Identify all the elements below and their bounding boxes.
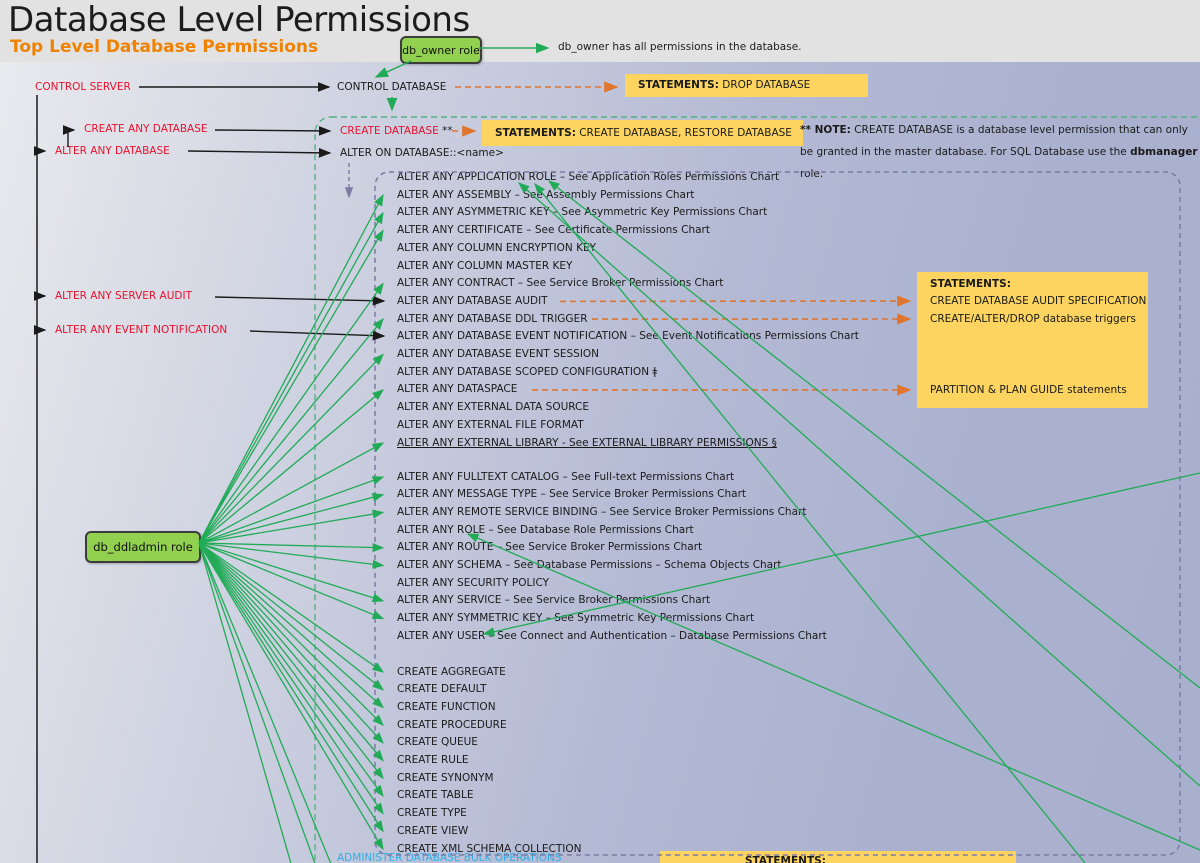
db-owner-note: db_owner has all permissions in the data… <box>558 41 802 53</box>
db-ddladmin-role-label: db_ddladmin role <box>93 540 193 554</box>
node-alter-any-event-notification: ALTER ANY EVENT NOTIFICATION <box>55 324 228 336</box>
node-alter-any-database: ALTER ANY DATABASE <box>55 145 170 157</box>
permission-item: CREATE VIEW <box>397 824 469 837</box>
permission-item: CREATE PROCEDURE <box>397 718 507 731</box>
statements-line: PARTITION & PLAN GUIDE statements <box>930 384 1127 396</box>
db-owner-role-label: db_owner role <box>402 43 480 57</box>
permission-item: ALTER ANY DATABASE SCOPED CONFIGURATION … <box>397 365 658 378</box>
note-tail: role. <box>800 168 824 180</box>
statements-line: CREATE/ALTER/DROP database triggers <box>930 313 1136 325</box>
permission-item: CREATE SYNONYM <box>397 771 494 784</box>
permission-item: ALTER ANY EXTERNAL FILE FORMAT <box>397 418 584 431</box>
statements-title: STATEMENTS: <box>930 278 1011 290</box>
node-control-database: CONTROL DATABASE <box>337 81 447 93</box>
permission-item: ALTER ANY REMOTE SERVICE BINDING – See S… <box>397 505 807 518</box>
statements-title: STATEMENTS: <box>638 79 719 91</box>
permission-item: CREATE DEFAULT <box>397 683 487 696</box>
statements-box-audit: STATEMENTS: CREATE DATABASE AUDIT SPECIF… <box>917 272 1148 408</box>
node-alter-on-database: ALTER ON DATABASE::<name> <box>340 147 504 159</box>
permission-item: ALTER ANY SCHEMA – See Database Permissi… <box>397 559 782 571</box>
statements-box-drop-database: STATEMENTS: DROP DATABASE <box>625 74 868 97</box>
permission-item: ALTER ANY DATABASE DDL TRIGGER <box>397 312 588 325</box>
permission-item: ALTER ANY CERTIFICATE – See Certificate … <box>397 224 710 237</box>
permission-item: ALTER ANY ASSEMBLY – See Assembly Permis… <box>397 188 695 201</box>
permission-item: CREATE FUNCTION <box>397 700 496 713</box>
note-bold-dbmanager: dbmanager <box>1130 146 1198 158</box>
create-database-suffix: ** <box>438 125 453 137</box>
page-subtitle: Top Level Database Permissions <box>10 37 319 57</box>
permission-item: ALTER ANY SERVICE – See Service Broker P… <box>397 594 711 607</box>
permission-item: ALTER ANY ROLE – See Database Role Permi… <box>397 523 694 536</box>
permission-item: CREATE XML SCHEMA COLLECTION <box>397 842 582 855</box>
page-title: Database Level Permissions <box>8 0 470 40</box>
create-database-note: ** NOTE: CREATE DATABASE is a database l… <box>800 119 1200 185</box>
permission-item: ALTER ANY EXTERNAL LIBRARY - See EXTERNA… <box>397 436 777 449</box>
permission-item: ALTER ANY DATASPACE <box>397 383 518 396</box>
statements-title: STATEMENTS: <box>745 855 826 863</box>
permission-item: CREATE RULE <box>397 754 469 766</box>
statements-line: CREATE DATABASE AUDIT SPECIFICATION <box>930 295 1147 307</box>
create-database-label: CREATE DATABASE <box>340 125 439 137</box>
permission-item: ALTER ANY EXTERNAL DATA SOURCE <box>397 401 590 414</box>
statements-box-create-database: STATEMENTS: CREATE DATABASE, RESTORE DAT… <box>482 120 803 146</box>
permission-item: ALTER ANY CONTRACT – See Service Broker … <box>397 277 724 290</box>
statements-text: CREATE DATABASE, RESTORE DATABASE <box>575 127 792 139</box>
permission-item: ALTER ANY USER – See Connect and Authent… <box>397 629 827 642</box>
node-create-any-database: CREATE ANY DATABASE <box>84 123 208 135</box>
statements-title: STATEMENTS: <box>495 127 576 139</box>
permission-item: CREATE TYPE <box>397 807 467 820</box>
permission-item: ALTER ANY MESSAGE TYPE – See Service Bro… <box>397 488 746 501</box>
node-control-server: CONTROL SERVER <box>35 81 131 93</box>
note-bold: ** NOTE: <box>800 124 851 136</box>
db-ddladmin-role-node: db_ddladmin role <box>85 531 201 563</box>
permission-item: ALTER ANY ROUTE – See Service Broker Per… <box>397 541 703 554</box>
permission-item: CREATE QUEUE <box>397 736 478 749</box>
node-create-database: CREATE DATABASE ** <box>340 125 453 138</box>
permission-item: ALTER ANY DATABASE EVENT NOTIFICATION – … <box>397 330 859 343</box>
permission-item: ALTER ANY SECURITY POLICY <box>397 576 550 589</box>
permission-item: ALTER ANY FULLTEXT CATALOG – See Full-te… <box>397 470 735 483</box>
permission-item: CREATE TABLE <box>397 789 474 802</box>
db-owner-role-node: db_owner role <box>400 36 482 64</box>
permission-item: ALTER ANY ASYMMETRIC KEY – See Asymmetri… <box>397 206 768 219</box>
permission-item: ALTER ANY APPLICATION ROLE – See Applica… <box>397 171 780 183</box>
permission-item: ALTER ANY DATABASE EVENT SESSION <box>397 348 600 360</box>
permission-item: ALTER ANY COLUMN ENCRYPTION KEY <box>397 241 597 254</box>
permission-item: ALTER ANY SYMMETRIC KEY – See Symmetric … <box>397 612 755 625</box>
node-alter-any-server-audit: ALTER ANY SERVER AUDIT <box>55 290 192 302</box>
statements-box-bottom: STATEMENTS: <box>660 851 1016 863</box>
permission-item: CREATE AGGREGATE <box>397 665 506 678</box>
statements-text: DROP DATABASE <box>718 79 811 91</box>
permission-item: ALTER ANY COLUMN MASTER KEY <box>397 259 573 272</box>
permission-item: ALTER ANY DATABASE AUDIT <box>397 294 548 307</box>
